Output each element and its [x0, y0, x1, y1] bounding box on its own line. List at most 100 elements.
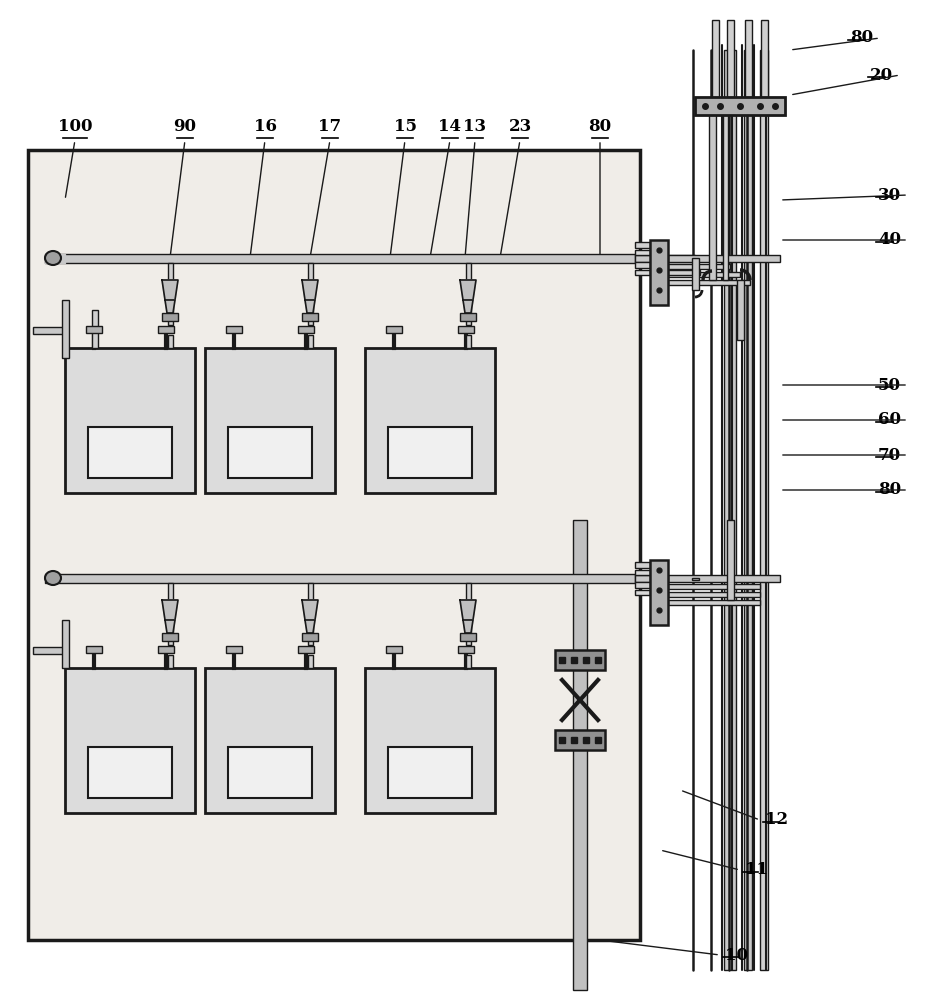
Bar: [760, 50, 768, 970]
Bar: [668, 591, 760, 596]
Bar: [635, 242, 650, 248]
Bar: [65, 668, 195, 812]
Bar: [33, 326, 65, 334]
Bar: [226, 326, 242, 332]
Text: 80: 80: [850, 29, 873, 46]
Bar: [668, 271, 740, 276]
Bar: [458, 326, 474, 332]
Text: 17: 17: [319, 118, 342, 135]
Text: 20: 20: [870, 66, 893, 84]
Text: 80: 80: [878, 482, 901, 498]
Polygon shape: [305, 620, 315, 633]
Ellipse shape: [45, 571, 61, 585]
Polygon shape: [463, 620, 473, 633]
Bar: [635, 249, 650, 254]
Bar: [88, 427, 172, 478]
Bar: [722, 105, 728, 280]
Bar: [28, 150, 640, 940]
Bar: [302, 313, 318, 321]
Bar: [727, 20, 733, 97]
Polygon shape: [305, 300, 315, 313]
Bar: [635, 562, 650, 568]
Bar: [45, 253, 635, 262]
Bar: [388, 747, 472, 798]
Bar: [724, 50, 736, 970]
Bar: [85, 646, 102, 652]
Bar: [650, 560, 668, 625]
Bar: [168, 655, 172, 668]
Bar: [668, 255, 720, 260]
Bar: [205, 348, 335, 492]
Bar: [298, 326, 315, 332]
Bar: [555, 650, 605, 670]
Bar: [298, 646, 315, 652]
Bar: [460, 633, 476, 641]
Text: 16: 16: [254, 118, 277, 135]
Text: 13: 13: [463, 118, 486, 135]
Bar: [158, 646, 174, 652]
Bar: [760, 20, 768, 97]
Text: 80: 80: [588, 118, 611, 135]
Bar: [168, 583, 172, 645]
Bar: [744, 50, 752, 970]
Bar: [205, 668, 335, 812]
Bar: [668, 599, 760, 604]
Bar: [388, 427, 472, 478]
Bar: [555, 730, 605, 750]
Bar: [635, 582, 650, 588]
Bar: [573, 520, 587, 990]
Bar: [668, 254, 780, 261]
Polygon shape: [463, 300, 473, 313]
Bar: [635, 262, 650, 268]
Bar: [708, 105, 716, 280]
Text: 100: 100: [57, 118, 93, 135]
Bar: [385, 326, 402, 332]
Bar: [635, 254, 695, 261]
Bar: [226, 646, 242, 652]
Polygon shape: [162, 600, 178, 620]
Bar: [692, 258, 698, 290]
Text: 30: 30: [878, 186, 901, 204]
Bar: [458, 646, 474, 652]
Bar: [668, 279, 750, 284]
Polygon shape: [165, 620, 175, 633]
Bar: [365, 348, 495, 492]
Bar: [307, 263, 312, 325]
Bar: [668, 263, 730, 268]
Bar: [466, 583, 470, 645]
Bar: [385, 646, 402, 652]
Bar: [635, 574, 650, 582]
Bar: [466, 335, 470, 348]
Bar: [307, 655, 312, 668]
Bar: [711, 20, 719, 97]
Polygon shape: [165, 300, 175, 313]
Polygon shape: [45, 253, 65, 262]
Bar: [162, 633, 178, 641]
Bar: [45, 574, 635, 582]
Bar: [61, 300, 69, 358]
Text: 50: 50: [878, 376, 901, 393]
Bar: [65, 348, 195, 492]
Bar: [466, 263, 470, 325]
Bar: [635, 589, 650, 594]
Text: 15: 15: [394, 118, 417, 135]
Bar: [692, 578, 698, 580]
Bar: [92, 310, 98, 348]
Bar: [635, 570, 650, 574]
Bar: [228, 747, 312, 798]
Text: 23: 23: [508, 118, 532, 135]
Polygon shape: [162, 280, 178, 300]
Ellipse shape: [45, 251, 61, 265]
Text: 12: 12: [765, 812, 788, 828]
Bar: [668, 584, 760, 588]
Text: 10: 10: [725, 946, 748, 964]
Text: 11: 11: [745, 861, 768, 879]
Bar: [158, 326, 174, 332]
Bar: [168, 335, 172, 348]
Polygon shape: [302, 600, 318, 620]
Bar: [650, 240, 668, 305]
Text: 70: 70: [878, 446, 901, 464]
Bar: [365, 668, 495, 812]
Bar: [466, 655, 470, 668]
Bar: [33, 647, 65, 654]
